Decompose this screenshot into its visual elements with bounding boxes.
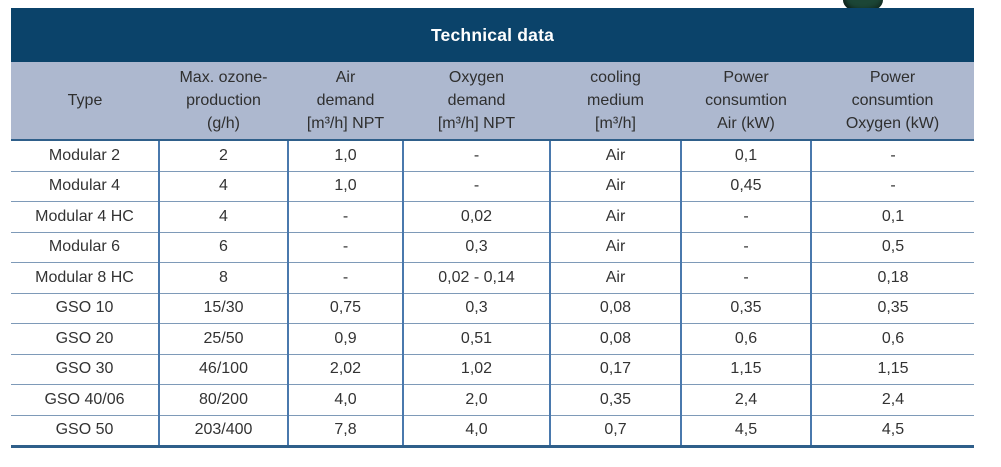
cell-ozone-production: 6: [158, 232, 288, 263]
cell-ozone-production: 80/200: [158, 384, 288, 416]
cell-power-oxygen: -: [809, 171, 975, 202]
cell-power-oxygen: 0,18: [809, 262, 975, 294]
cell-type: Modular 6: [11, 232, 159, 263]
table-title: Technical data: [11, 8, 975, 62]
table-row-modular-2: Modular 2 2 1,0 - Air 0,1 -: [11, 140, 975, 172]
cell-power-air: -: [680, 232, 811, 263]
cell-ozone-production: 4: [158, 171, 288, 202]
table-row-modular-4-hc: Modular 4 HC 4 - 0,02 Air - 0,1: [11, 201, 975, 233]
cell-type: GSO 20: [11, 323, 159, 355]
table-row-gso-50: GSO 50 203/400 7,8 4,0 0,7 4,5 4,5: [11, 415, 975, 448]
cell-power-air: -: [680, 201, 811, 233]
cell-power-oxygen: 1,15: [809, 354, 975, 385]
cell-power-air: 2,4: [680, 384, 811, 416]
cell-power-oxygen: 0,1: [809, 201, 975, 233]
cell-oxygen-demand: -: [402, 171, 550, 202]
cell-air-demand: 7,8: [287, 415, 403, 448]
cell-type: Modular 8 HC: [11, 262, 159, 294]
cell-power-air: 0,6: [680, 323, 811, 355]
cell-ozone-production: 8: [158, 262, 288, 294]
cell-power-oxygen: 0,35: [809, 293, 975, 324]
cell-power-oxygen: 2,4: [809, 384, 975, 416]
cell-cooling-medium: Air: [549, 140, 681, 172]
cell-power-oxygen: -: [809, 140, 975, 172]
column-header-cooling-medium: cooling medium [m³/h]: [550, 62, 681, 141]
cell-cooling-medium: 0,7: [549, 415, 681, 448]
column-header-type: Type: [11, 62, 159, 141]
cell-air-demand: 4,0: [287, 384, 403, 416]
cell-air-demand: 0,75: [287, 293, 403, 324]
cell-oxygen-demand: 0,3: [402, 232, 550, 263]
cell-type: GSO 10: [11, 293, 159, 324]
cell-ozone-production: 46/100: [158, 354, 288, 385]
table-row-gso-20: GSO 20 25/50 0,9 0,51 0,08 0,6 0,6: [11, 323, 975, 355]
column-header-power-consumption-air: Power consumtion Air (kW): [681, 62, 811, 141]
column-header-power-consumption-oxygen: Power consumtion Oxygen (kW): [811, 62, 975, 141]
cell-air-demand: 2,02: [287, 354, 403, 385]
cell-type: GSO 40/06: [11, 384, 159, 416]
cell-power-air: 0,45: [680, 171, 811, 202]
cell-oxygen-demand: 0,51: [402, 323, 550, 355]
cell-ozone-production: 4: [158, 201, 288, 233]
cell-oxygen-demand: 2,0: [402, 384, 550, 416]
table-row-gso-30: GSO 30 46/100 2,02 1,02 0,17 1,15 1,15: [11, 354, 975, 385]
cell-cooling-medium: Air: [549, 262, 681, 294]
cell-power-oxygen: 0,5: [809, 232, 975, 263]
table-row-gso-40-06: GSO 40/06 80/200 4,0 2,0 0,35 2,4 2,4: [11, 384, 975, 416]
cell-power-oxygen: 4,5: [809, 415, 975, 448]
cell-air-demand: 1,0: [287, 140, 403, 172]
table-row-modular-4: Modular 4 4 1,0 - Air 0,45 -: [11, 171, 975, 202]
cell-air-demand: -: [287, 201, 403, 233]
column-header-ozone-production: Max. ozone- production (g/h): [159, 62, 288, 141]
cell-type: GSO 50: [11, 415, 159, 448]
cell-oxygen-demand: 0,02: [402, 201, 550, 233]
cell-power-air: 1,15: [680, 354, 811, 385]
column-header-air-demand: Air demand [m³/h] NPT: [288, 62, 403, 141]
cell-ozone-production: 15/30: [158, 293, 288, 324]
cell-power-air: -: [680, 262, 811, 294]
cell-oxygen-demand: 1,02: [402, 354, 550, 385]
column-header-row: Type Max. ozone- production (g/h) Air de…: [11, 62, 975, 141]
cell-air-demand: 1,0: [287, 171, 403, 202]
title-row: Technical data: [11, 8, 975, 62]
cell-type: Modular 4: [11, 171, 159, 202]
cell-cooling-medium: 0,08: [549, 323, 681, 355]
table-row-modular-8-hc: Modular 8 HC 8 - 0,02 - 0,14 Air - 0,18: [11, 262, 975, 294]
cell-cooling-medium: 0,17: [549, 354, 681, 385]
cell-oxygen-demand: 0,02 - 0,14: [402, 262, 550, 294]
cell-oxygen-demand: 0,3: [402, 293, 550, 324]
cell-ozone-production: 2: [158, 140, 288, 172]
technical-data-table: Technical data Type Max. ozone- producti…: [11, 8, 975, 448]
column-header-oxygen-demand: Oxygen demand [m³/h] NPT: [403, 62, 550, 141]
cell-ozone-production: 203/400: [158, 415, 288, 448]
cell-type: Modular 2: [11, 140, 159, 172]
cell-power-air: 0,1: [680, 140, 811, 172]
cell-air-demand: -: [287, 262, 403, 294]
cell-oxygen-demand: -: [402, 140, 550, 172]
cell-oxygen-demand: 4,0: [402, 415, 550, 448]
cell-air-demand: -: [287, 232, 403, 263]
table-row-modular-6: Modular 6 6 - 0,3 Air - 0,5: [11, 232, 975, 263]
cell-cooling-medium: Air: [549, 171, 681, 202]
table-row-gso-10: GSO 10 15/30 0,75 0,3 0,08 0,35 0,35: [11, 293, 975, 324]
cell-cooling-medium: Air: [549, 232, 681, 263]
cell-type: GSO 30: [11, 354, 159, 385]
cell-ozone-production: 25/50: [158, 323, 288, 355]
cell-power-air: 4,5: [680, 415, 811, 448]
cell-cooling-medium: 0,35: [549, 384, 681, 416]
cell-air-demand: 0,9: [287, 323, 403, 355]
cell-power-oxygen: 0,6: [809, 323, 975, 355]
cell-power-air: 0,35: [680, 293, 811, 324]
cell-cooling-medium: Air: [549, 201, 681, 233]
cell-type: Modular 4 HC: [11, 201, 159, 233]
cell-cooling-medium: 0,08: [549, 293, 681, 324]
